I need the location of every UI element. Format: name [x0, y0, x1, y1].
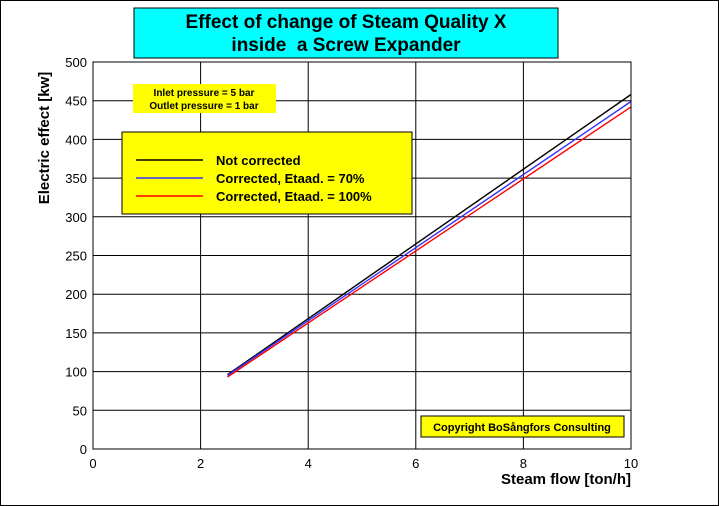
y-tick-label: 450: [65, 94, 87, 109]
x-tick-label: 0: [89, 456, 96, 471]
conditions-note-box: [133, 84, 276, 113]
x-tick-labels: 0 2 4 6 8 10: [89, 456, 638, 471]
y-tick-label: 250: [65, 249, 87, 264]
y-tick-label: 500: [65, 55, 87, 70]
inlet-pressure-note: Inlet pressure = 5 bar: [154, 88, 255, 99]
copyright-text: Copyright BoSångfors Consulting: [433, 422, 611, 434]
chart-title-line-1: Effect of change of Steam Quality X: [186, 12, 507, 33]
series-layer: [227, 93, 632, 378]
copyright-box: [420, 415, 625, 438]
legend-box: [121, 131, 413, 215]
y-tick-label: 100: [65, 365, 87, 380]
y-axis-title: Electric effect [kw]: [36, 72, 53, 205]
y-tick-label: 300: [65, 210, 87, 225]
y-tick-label: 350: [65, 171, 87, 186]
x-tick-label: 8: [520, 456, 527, 471]
x-tick-label: 4: [305, 456, 312, 471]
plot-border: [92, 61, 632, 450]
x-tick-label: 10: [624, 456, 638, 471]
series-line-1: [227, 93, 632, 376]
outlet-pressure-note: Outlet pressure = 1 bar: [149, 101, 258, 112]
y-tick-label: 400: [65, 132, 87, 147]
x-tick-label: 6: [412, 456, 419, 471]
series-line-3: [227, 106, 632, 378]
legend-label-3: Corrected, Etaad. = 100%: [216, 189, 372, 204]
series-line-2: [227, 100, 632, 377]
y-tick-labels: 0 50 100 150 200 250 300 350 400 450 500: [65, 55, 87, 457]
legend-label-1: Not corrected: [216, 153, 301, 168]
y-tick-label: 200: [65, 287, 87, 302]
legend: Not corrected Corrected, Etaad. = 70% Corr…: [136, 153, 372, 204]
y-tick-label: 50: [73, 403, 87, 418]
chart-title-line-2: inside a Screw Expander: [231, 35, 461, 56]
legend-label-2: Corrected, Etaad. = 70%: [216, 171, 365, 186]
x-axis-title: Steam flow [ton/h]: [501, 471, 631, 488]
x-tick-label: 2: [197, 456, 204, 471]
title-box: [133, 7, 559, 59]
y-tick-label: 150: [65, 326, 87, 341]
y-tick-label: 0: [80, 442, 87, 457]
